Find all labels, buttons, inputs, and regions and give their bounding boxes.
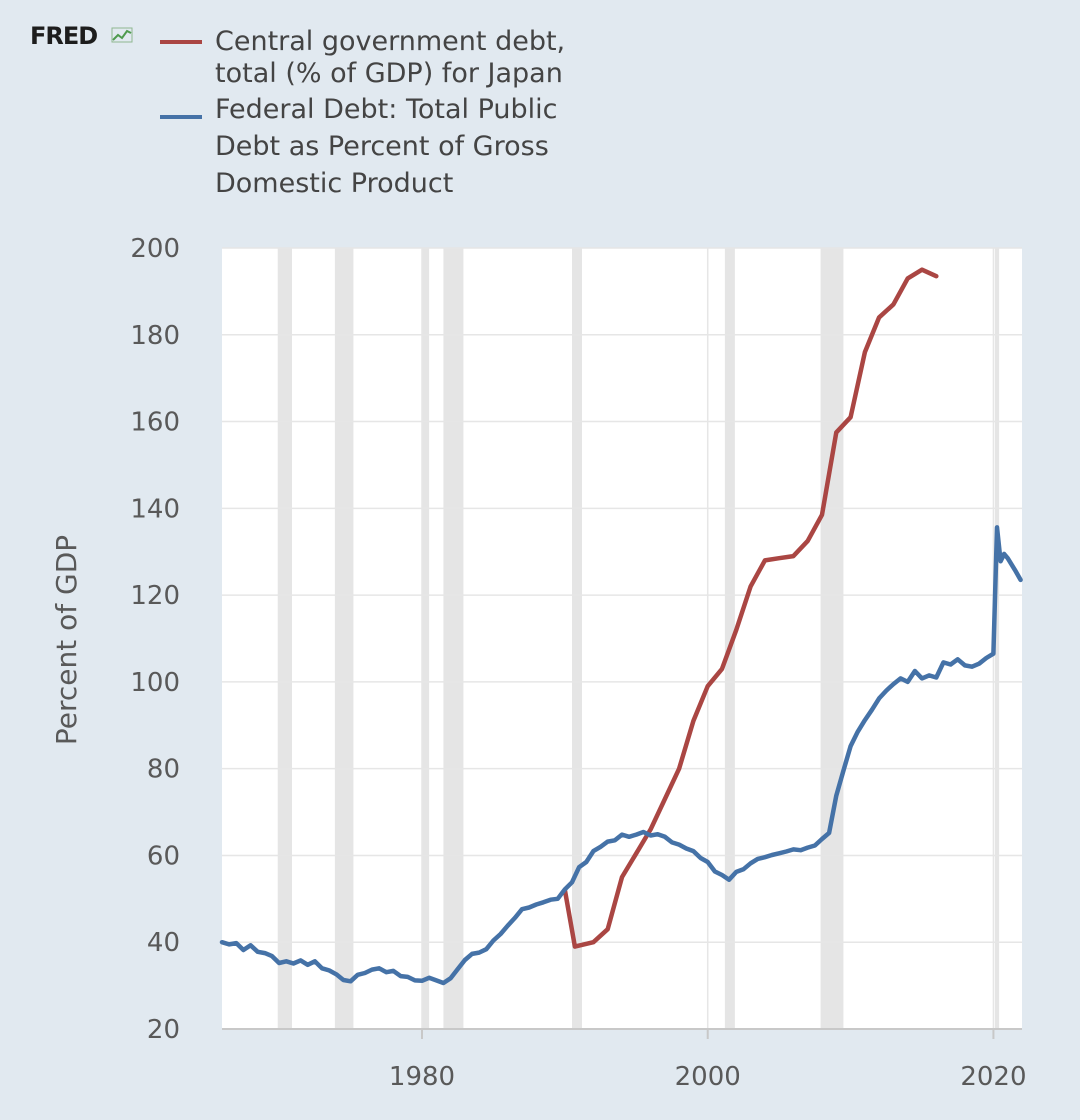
y-tick-label-120: 120 [130,581,180,611]
legend-label-japan-line-2: total (% of GDP) for Japan [215,58,563,89]
y-tick-label-180: 180 [130,321,180,351]
series-line-japan [562,267,939,949]
y-tick-label-80: 80 [147,755,180,785]
gridlines [222,247,1022,1030]
x-tick-label-2000: 2000 [675,1062,741,1092]
fred-logo: FRED [30,22,133,50]
series-lines [219,267,1023,986]
legend: Central government debt, total (% of GDP… [160,26,565,199]
logo-icon-line [112,29,132,41]
y-axis-ticks: 20 40 60 80 100 120 140 160 180 200 [130,234,180,1045]
recession-band-4 [572,248,582,1029]
recession-band-1 [334,248,354,1029]
plot-area [222,248,1022,1029]
y-tick-label-140: 140 [130,494,180,524]
y-tick-label-200: 200 [130,234,180,264]
recession-band-6 [820,248,844,1029]
y-tick-label-60: 60 [147,841,180,871]
recession-band-3 [443,248,464,1029]
y-tick-label-160: 160 [130,408,180,438]
x-tick-label-2020: 2020 [960,1062,1026,1092]
y-axis-label: Percent of GDP [50,535,83,745]
x-axis-ticks: 1980 2000 2020 [389,1029,1027,1092]
y-tick-label-20: 20 [147,1015,180,1045]
legend-label-us-line-3: Domestic Product [215,168,453,199]
fred-logo-text: FRED [30,22,97,50]
legend-label-us-line-2: Debt as Percent of Gross [215,131,549,162]
y-tick-label-100: 100 [130,668,180,698]
y-tick-label-40: 40 [147,928,180,958]
series-line-us-federal-debt [219,525,1023,986]
x-tick-label-1980: 1980 [389,1062,455,1092]
logo-icon-frame [111,27,133,43]
chart-line-icon [111,27,133,43]
legend-label-us-line-1: Federal Debt: Total Public [215,94,558,125]
recession-band-7 [994,248,1000,1029]
recession-bands [277,248,1000,1029]
recession-band-5 [724,248,735,1029]
legend-label-japan-line-1: Central government debt, [215,26,565,57]
recession-band-0 [277,248,292,1029]
recession-band-2 [422,248,430,1029]
